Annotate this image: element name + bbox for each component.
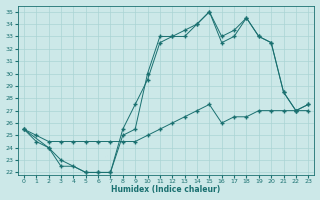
X-axis label: Humidex (Indice chaleur): Humidex (Indice chaleur) — [111, 185, 221, 194]
